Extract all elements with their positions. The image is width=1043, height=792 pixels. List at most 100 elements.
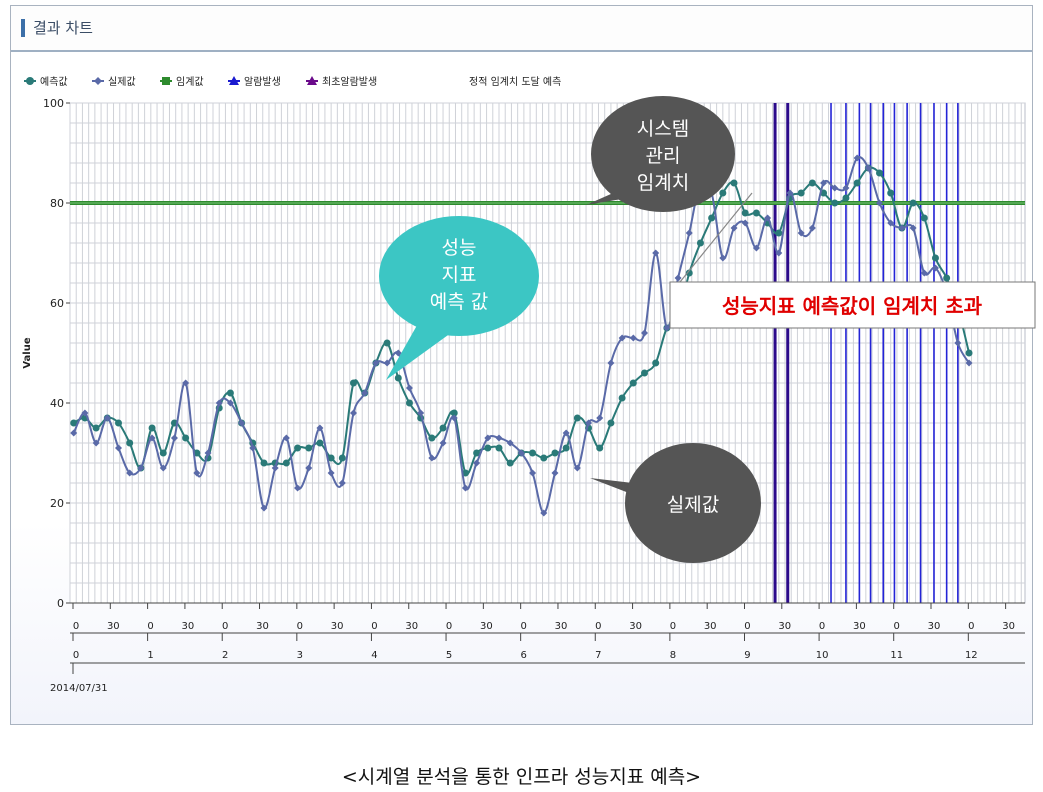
forecast-point	[439, 424, 447, 432]
actual-point	[271, 464, 279, 472]
y-tick-label: 20	[50, 497, 64, 510]
actual-point	[517, 449, 525, 457]
x-hour-tick-label: 9	[744, 650, 750, 661]
legend-label: 예측값	[40, 76, 68, 88]
y-axis-label: Value	[22, 337, 33, 368]
actual-point	[887, 219, 895, 227]
forecast-point	[405, 399, 413, 407]
actual-point	[484, 434, 492, 442]
actual-point	[585, 419, 593, 427]
callout-text: 예측 값	[430, 291, 488, 313]
x-hour-tick-label: 8	[670, 650, 676, 661]
actual-point	[428, 454, 436, 462]
forecast-point	[696, 239, 704, 247]
forecast-point	[708, 214, 716, 222]
forecast-point	[562, 444, 570, 452]
forecast-point	[596, 444, 604, 452]
x-minor-tick-label: 0	[446, 621, 452, 632]
forecast-point	[529, 449, 537, 457]
callout-text: 지표	[442, 264, 477, 286]
callout-text: 실제값	[667, 494, 719, 516]
actual-point	[305, 464, 313, 472]
actual-point	[238, 419, 246, 427]
callout-exceed-note: 성능지표 예측값이 임계치 초과	[669, 192, 1036, 329]
legend-item: 임계값	[160, 75, 204, 88]
x-minor-tick-label: 30	[778, 621, 791, 632]
actual-point	[764, 214, 772, 222]
legend-circle-marker	[26, 77, 34, 85]
panel-header: 결과 차트	[11, 6, 1032, 52]
x-hour-tick-label: 6	[520, 650, 526, 661]
x-hour-tick-label: 3	[297, 650, 303, 661]
forecast-point	[327, 454, 335, 462]
x-minor-tick-label: 0	[670, 621, 676, 632]
x-minor-tick-label: 30	[853, 621, 866, 632]
actual-point	[193, 469, 201, 477]
legend-label: 임계값	[176, 75, 204, 88]
actual-point	[808, 224, 816, 232]
x-minor-tick-label: 30	[1002, 621, 1015, 632]
x-minor-tick-label: 30	[555, 621, 568, 632]
actual-point	[495, 434, 503, 442]
x-hour-tick-label: 2	[222, 650, 228, 661]
forecast-point	[775, 229, 783, 237]
actual-point	[652, 249, 660, 257]
actual-point	[294, 484, 302, 492]
actual-point	[786, 189, 794, 197]
forecast-point	[618, 394, 626, 402]
forecast-point	[573, 414, 581, 422]
forecast-point	[652, 359, 660, 367]
actual-point	[338, 479, 346, 487]
callout-box	[669, 281, 1036, 329]
forecast-point	[394, 374, 402, 382]
actual-point	[573, 464, 581, 472]
actual-point	[898, 224, 906, 232]
x-minor-tick-label: 0	[894, 621, 900, 632]
actual-point	[931, 264, 939, 272]
actual-point	[92, 439, 100, 447]
actual-point	[730, 224, 738, 232]
actual-point	[103, 414, 111, 422]
y-tick-label: 100	[43, 97, 64, 110]
legend-diamond-marker	[94, 77, 102, 85]
actual-point	[685, 229, 693, 237]
chart-grid	[69, 102, 1026, 604]
forecast-point	[450, 409, 458, 417]
forecast-point	[126, 439, 134, 447]
actual-point	[853, 154, 861, 162]
forecast-point	[853, 179, 861, 187]
forecast-point	[640, 369, 648, 377]
actual-point	[629, 334, 637, 342]
forecast-point	[182, 434, 190, 442]
actual-point	[405, 384, 413, 392]
x-minor-tick-label: 30	[704, 621, 717, 632]
actual-point	[226, 399, 234, 407]
actual-point	[249, 444, 257, 452]
y-tick-label: 40	[50, 397, 64, 410]
forecast-point	[540, 454, 548, 462]
forecast-point	[70, 419, 78, 427]
actual-point	[864, 164, 872, 172]
actual-point	[965, 359, 973, 367]
actual-point	[394, 349, 402, 357]
legend-item: 알람발생	[228, 75, 281, 88]
forecast-point	[965, 349, 973, 357]
forecast-point	[730, 179, 738, 187]
x-minor-tick-label: 0	[595, 621, 601, 632]
header-accent-bar	[21, 19, 25, 37]
legend-title: 정적 임계치 도달 예측	[469, 75, 561, 88]
actual-point	[417, 409, 425, 417]
x-minor-tick-label: 30	[405, 621, 418, 632]
actual-point	[529, 469, 537, 477]
forecast-point	[159, 449, 167, 457]
x-minor-tick-label: 0	[297, 621, 303, 632]
x-minor-tick-label: 30	[928, 621, 941, 632]
forecast-point	[260, 459, 268, 467]
x-hour-tick-label: 10	[816, 650, 829, 661]
actual-point	[920, 269, 928, 277]
actual-point	[383, 359, 391, 367]
x-hour-tick-label: 4	[371, 650, 377, 661]
actual-point	[372, 359, 380, 367]
